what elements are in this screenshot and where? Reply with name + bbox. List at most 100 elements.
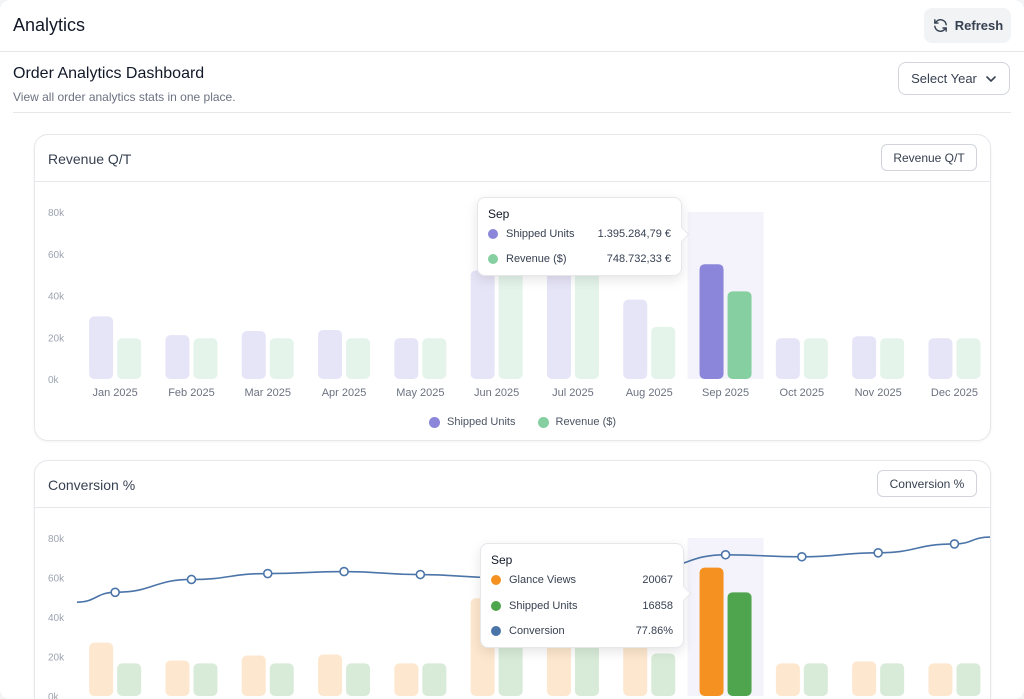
bar-shipped-units-jun-2025[interactable] xyxy=(470,270,495,379)
revenue-legend: Shipped Units Revenue ($) xyxy=(429,416,616,428)
legend-revenue[interactable]: Revenue ($) xyxy=(537,416,616,428)
header-divider xyxy=(13,112,1011,113)
bar-revenue-jun-2025[interactable] xyxy=(498,264,523,379)
tooltip-row: Revenue ($) 748.732,33 € xyxy=(488,251,671,267)
highlight-band xyxy=(687,212,764,379)
conversion-card-title: Conversion % xyxy=(48,477,136,493)
tooltip-dot xyxy=(491,626,501,636)
y-tick-label: 60k xyxy=(48,250,65,261)
tooltip-value: 1.395.284,79 € xyxy=(597,228,671,240)
bar-revenue-may-2025[interactable] xyxy=(422,338,447,379)
refresh-button[interactable]: Refresh xyxy=(924,8,1011,43)
revenue-qt-button[interactable]: Revenue Q/T xyxy=(881,144,977,171)
bar-revenue-mar-2025[interactable] xyxy=(269,338,294,379)
bar-shipped-units-sep-2025[interactable] xyxy=(699,264,724,379)
bar-shipped-units-may-2025[interactable] xyxy=(394,338,419,379)
bar-shipped-units-oct-2025[interactable] xyxy=(775,338,800,379)
conversion-point[interactable] xyxy=(949,539,960,549)
tooltip-label: Shipped Units xyxy=(506,228,575,240)
y-tick-label: 0k xyxy=(48,375,60,386)
y-tick-label: 40k xyxy=(48,292,65,303)
bar-glance-views-nov-2025[interactable] xyxy=(852,661,877,696)
bar-shipped-units-apr-2025[interactable] xyxy=(346,663,371,696)
legend-shipped-units[interactable]: Shipped Units xyxy=(429,416,516,428)
bar-shipped-units-oct-2025[interactable] xyxy=(803,663,828,696)
conversion-button[interactable]: Conversion % xyxy=(877,470,977,497)
tooltip-dot xyxy=(491,601,501,611)
tooltip-title: Sep xyxy=(488,207,510,221)
x-tick-label: Jan 2025 xyxy=(93,387,138,399)
tooltip-dot xyxy=(491,575,501,585)
bar-revenue-sep-2025[interactable] xyxy=(727,291,752,379)
bar-shipped-units-may-2025[interactable] xyxy=(422,663,447,696)
bar-glance-views-dec-2025[interactable] xyxy=(928,663,953,696)
bar-shipped-units-nov-2025[interactable] xyxy=(880,663,905,696)
bar-shipped-units-aug-2025[interactable] xyxy=(623,299,648,379)
bar-shipped-units-sep-2025[interactable] xyxy=(727,592,752,696)
x-tick-label: Apr 2025 xyxy=(322,387,367,399)
tooltip-label: Glance Views xyxy=(509,574,577,586)
conversion-point[interactable] xyxy=(720,549,731,560)
bar-glance-views-mar-2025[interactable] xyxy=(241,655,266,696)
conversion-card: Conversion % Conversion % 80k 60k 40k 20k 0k xyxy=(34,460,991,699)
bar-revenue-jan-2025[interactable] xyxy=(117,338,142,379)
conversion-point[interactable] xyxy=(339,566,349,577)
x-tick-label: Dec 2025 xyxy=(931,387,978,399)
legend-label-shipped: Shipped Units xyxy=(447,416,516,428)
conversion-point[interactable] xyxy=(797,551,807,562)
conversion-tooltip: Sep Glance Views 20067 Shipped Units 168… xyxy=(480,543,692,648)
x-tick-label: Nov 2025 xyxy=(855,387,902,399)
bar-glance-views-apr-2025[interactable] xyxy=(318,654,343,696)
bar-glance-views-may-2025[interactable] xyxy=(394,663,419,696)
bar-shipped-units-mar-2025[interactable] xyxy=(241,330,266,379)
legend-dot-revenue xyxy=(537,416,549,428)
page-title: Order Analytics Dashboard xyxy=(13,65,205,82)
conversion-point[interactable] xyxy=(262,568,273,579)
bar-revenue-nov-2025[interactable] xyxy=(880,338,905,379)
bar-glance-views-jan-2025[interactable] xyxy=(89,642,114,696)
tooltip-dot xyxy=(488,254,498,264)
y-tick-label: 0k xyxy=(48,692,60,699)
tooltip-row: Conversion 77.86% xyxy=(491,623,673,639)
bar-shipped-units-feb-2025[interactable] xyxy=(165,335,190,379)
bar-shipped-units-aug-2025[interactable] xyxy=(651,653,676,696)
bar-shipped-units-apr-2025[interactable] xyxy=(318,329,343,379)
legend-dot-shipped xyxy=(429,416,440,428)
revenue-card-header: Revenue Q/T Revenue Q/T xyxy=(35,135,990,182)
bar-shipped-units-mar-2025[interactable] xyxy=(269,663,294,696)
bar-shipped-units-dec-2025[interactable] xyxy=(928,338,953,379)
conversion-point[interactable] xyxy=(186,574,197,585)
bar-glance-views-oct-2025[interactable] xyxy=(775,663,800,696)
refresh-label: Refresh xyxy=(954,18,1004,33)
tooltip-label: Conversion xyxy=(509,625,565,637)
bar-revenue-oct-2025[interactable] xyxy=(803,338,828,379)
bar-shipped-units-jan-2025[interactable] xyxy=(89,316,114,379)
bar-shipped-units-dec-2025[interactable] xyxy=(956,663,981,696)
bar-revenue-apr-2025[interactable] xyxy=(346,338,371,379)
bar-shipped-units-nov-2025[interactable] xyxy=(852,336,877,379)
select-year-label: Select Year xyxy=(911,71,977,86)
conversion-point[interactable] xyxy=(415,569,426,580)
bar-revenue-dec-2025[interactable] xyxy=(956,338,981,379)
bar-glance-views-sep-2025[interactable] xyxy=(699,567,724,696)
bar-shipped-units-feb-2025[interactable] xyxy=(193,663,218,696)
bar-revenue-aug-2025[interactable] xyxy=(651,326,676,379)
y-tick-label: 60k xyxy=(48,574,65,585)
x-tick-label: Aug 2025 xyxy=(626,387,673,399)
conversion-point[interactable] xyxy=(110,587,120,598)
bar-revenue-jul-2025[interactable] xyxy=(574,264,599,379)
bar-shipped-units-jan-2025[interactable] xyxy=(117,663,142,696)
tooltip-value: 16858 xyxy=(642,600,673,612)
tooltip-value: 20067 xyxy=(642,574,673,586)
app-title: Analytics xyxy=(13,15,86,35)
bar-revenue-feb-2025[interactable] xyxy=(193,338,218,379)
y-tick-label: 40k xyxy=(48,613,65,624)
tooltip-label: Revenue ($) xyxy=(506,253,567,265)
select-year-dropdown[interactable]: Select Year xyxy=(898,62,1010,95)
bar-glance-views-feb-2025[interactable] xyxy=(165,660,190,696)
conversion-point[interactable] xyxy=(873,548,883,558)
bar-shipped-units-jul-2025[interactable] xyxy=(546,264,571,379)
x-tick-label: May 2025 xyxy=(396,387,444,399)
chevron-down-icon xyxy=(986,75,996,82)
